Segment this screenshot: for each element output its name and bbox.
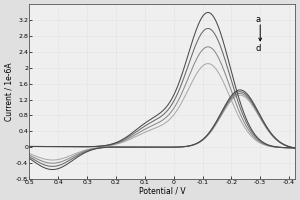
Y-axis label: Current / 1e-6A: Current / 1e-6A (4, 62, 13, 121)
Text: d: d (256, 44, 261, 53)
Text: a: a (256, 15, 261, 24)
X-axis label: Potential / V: Potential / V (139, 187, 185, 196)
